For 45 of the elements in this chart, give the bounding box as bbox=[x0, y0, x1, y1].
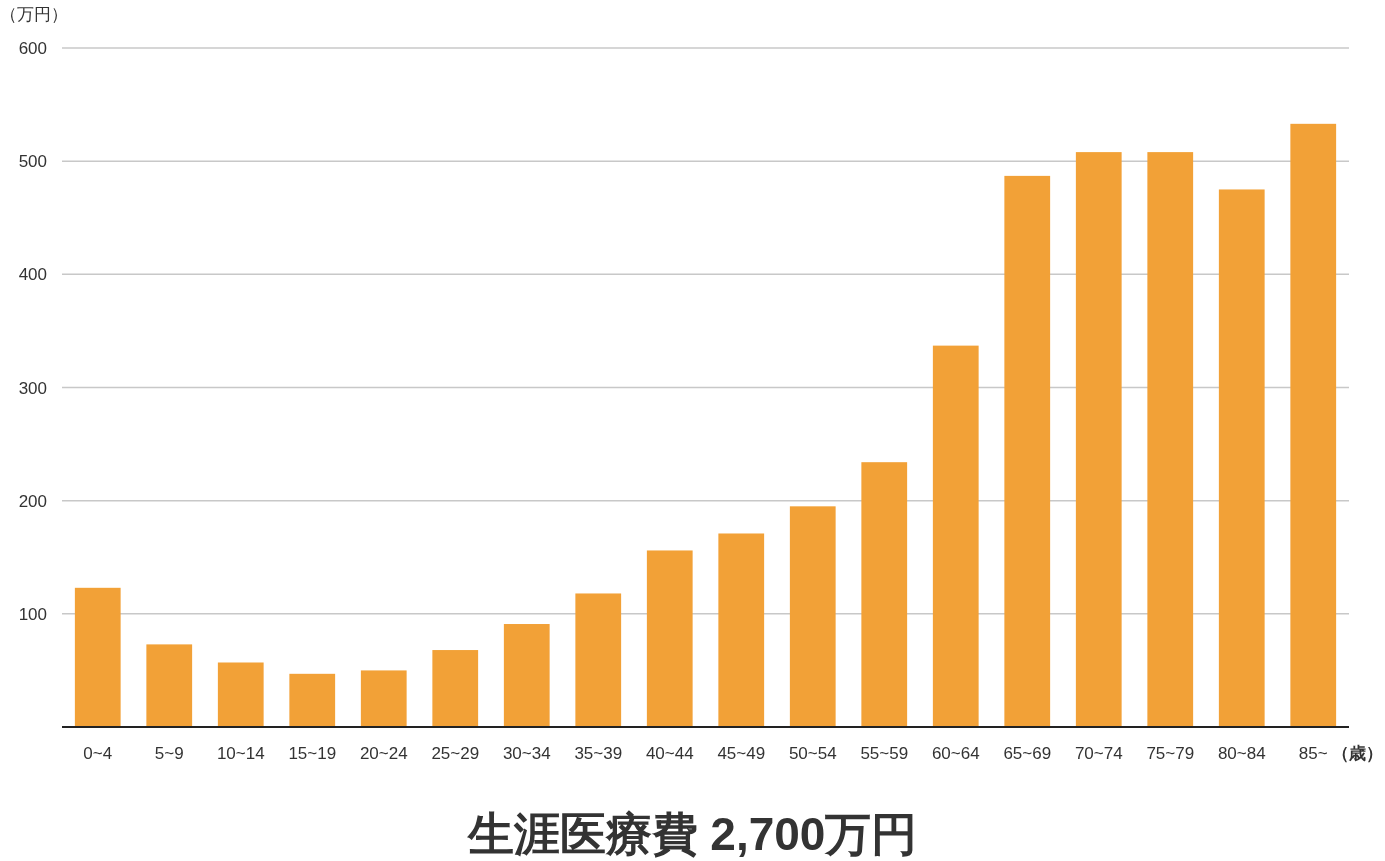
y-tick-label: 600 bbox=[18, 39, 47, 58]
bar bbox=[360, 670, 407, 727]
bar bbox=[74, 587, 121, 727]
y-tick-label: 300 bbox=[18, 378, 47, 398]
x-tick-label: 55~59 bbox=[860, 744, 909, 763]
y-tick-label: 200 bbox=[18, 491, 47, 511]
bar bbox=[503, 624, 550, 727]
bar bbox=[718, 533, 765, 727]
x-tick-label: 15~19 bbox=[288, 744, 337, 763]
bar bbox=[932, 345, 979, 727]
x-tick-label: 25~29 bbox=[431, 744, 480, 763]
x-tick-label: 80~84 bbox=[1217, 744, 1266, 763]
bar bbox=[289, 673, 336, 727]
x-tick-label: 50~54 bbox=[788, 744, 837, 763]
y-tick-label: 500 bbox=[18, 152, 47, 172]
y-axis-title: （万円） bbox=[0, 5, 68, 24]
bar bbox=[1075, 152, 1122, 727]
x-tick-label: 45~49 bbox=[717, 744, 766, 763]
x-axis-title: （歳） bbox=[1332, 744, 1383, 763]
bar bbox=[146, 644, 193, 727]
bar bbox=[1290, 123, 1337, 727]
y-tick-label: 400 bbox=[18, 265, 47, 285]
x-tick-label: 5~9 bbox=[154, 744, 184, 763]
bar bbox=[1218, 189, 1265, 727]
x-tick-label: 75~79 bbox=[1146, 744, 1195, 763]
x-tick-label: 35~39 bbox=[574, 744, 623, 763]
bar bbox=[789, 506, 836, 727]
bar bbox=[1147, 152, 1194, 727]
x-tick-label: 60~64 bbox=[931, 744, 980, 763]
x-tick-label: 10~14 bbox=[216, 744, 265, 763]
y-tick-label: 100 bbox=[18, 604, 47, 624]
x-tick-label: 20~24 bbox=[359, 744, 408, 763]
x-tick-label: 70~74 bbox=[1074, 744, 1123, 763]
x-tick-label: 30~34 bbox=[502, 744, 551, 763]
x-tick-label: 65~69 bbox=[1003, 744, 1052, 763]
text: 生涯医療費 2,700万円 bbox=[465, 808, 918, 860]
bar bbox=[1004, 175, 1051, 727]
x-tick-label: 85~ bbox=[1298, 744, 1328, 763]
bar bbox=[432, 650, 479, 727]
x-tick-label: 0~4 bbox=[83, 744, 113, 763]
bar bbox=[861, 462, 908, 727]
bar bbox=[217, 662, 264, 727]
x-tick-label: 40~44 bbox=[645, 744, 694, 763]
bar bbox=[646, 550, 693, 727]
bar bbox=[575, 593, 622, 727]
